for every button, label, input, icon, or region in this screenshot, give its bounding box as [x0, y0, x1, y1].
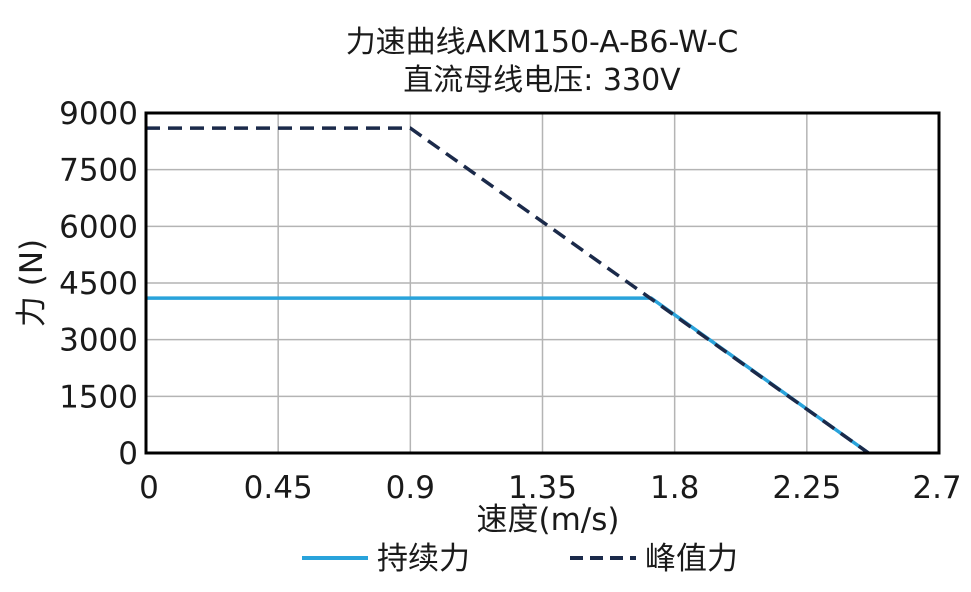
y-tick-label: 4500 — [59, 266, 138, 302]
legend-continuous-label: 持续力 — [377, 541, 470, 577]
chart-subtitle: 直流母线电压: 330V — [403, 63, 681, 98]
y-tick-label: 1500 — [59, 379, 138, 415]
x-tick-label: 1.8 — [650, 470, 699, 506]
x-tick-label: 2.7 — [912, 470, 961, 506]
plot-frame — [144, 111, 941, 455]
legend: 持续力 峰值力 — [302, 541, 738, 577]
x-tick-label: 0.9 — [386, 470, 435, 506]
x-tick-label: 0 — [139, 470, 159, 506]
y-tick-label: 6000 — [59, 209, 138, 245]
peak-force-line — [146, 126, 870, 455]
y-tick-label: 9000 — [59, 96, 138, 132]
x-tick-labels: 0 0.45 0.9 1.35 1.8 2.25 2.7 — [139, 470, 962, 506]
x-tick-label: 1.35 — [508, 470, 577, 506]
x-tick-label: 0.45 — [244, 470, 313, 506]
y-tick-labels: 0 1500 3000 4500 6000 7500 9000 — [59, 96, 138, 472]
y-tick-label: 7500 — [59, 153, 138, 189]
y-axis-label: 力 (N) — [14, 239, 50, 327]
chart-title: 力速曲线AKM150-A-B6-W-C — [346, 25, 739, 60]
legend-peak-label: 峰值力 — [645, 541, 738, 577]
series-layer — [146, 126, 870, 455]
y-tick-label: 3000 — [59, 323, 138, 359]
grid — [146, 113, 939, 453]
y-tick-label: 0 — [118, 436, 138, 472]
x-tick-label: 2.25 — [772, 470, 841, 506]
x-axis-label: 速度(m/s) — [477, 502, 620, 538]
